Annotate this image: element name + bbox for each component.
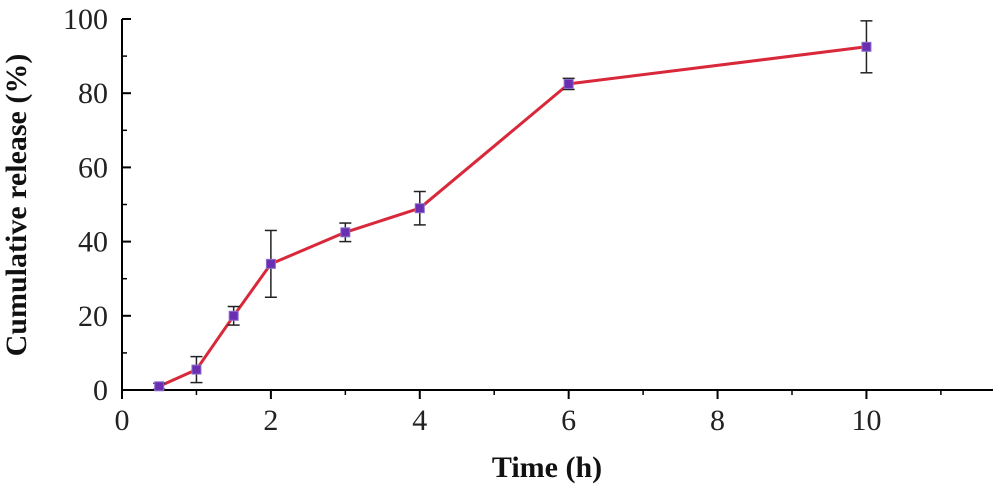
series-layer: [153, 20, 873, 392]
y-tick-label: 100: [63, 3, 108, 36]
x-tick-label: 8: [710, 404, 725, 437]
x-tick-label: 0: [115, 404, 130, 437]
y-axis-ticks: 0 20 40 60 80 100: [63, 3, 131, 407]
data-point-group: [562, 77, 575, 91]
data-point-group: [190, 355, 203, 384]
data-point-group: [227, 305, 240, 326]
data-point-group: [413, 190, 426, 226]
data-point-group: [264, 229, 277, 298]
y-tick-label: 20: [78, 300, 108, 333]
data-point-marker: [340, 227, 351, 238]
x-tick-label: 10: [851, 404, 881, 437]
y-tick-label: 0: [93, 374, 108, 407]
data-point-marker: [861, 41, 872, 52]
y-axis-title: Cumulative release (%): [0, 54, 33, 357]
y-tick-label: 80: [78, 77, 108, 110]
x-tick-label: 4: [412, 404, 427, 437]
data-point-group: [339, 222, 352, 243]
data-point-marker: [414, 203, 425, 214]
y-tick-label: 40: [78, 226, 108, 259]
x-axis-ticks: 0 2 4 6 8 10: [115, 390, 942, 437]
data-point-group: [153, 381, 166, 392]
data-point-marker: [563, 78, 574, 89]
x-axis-title: Time (h): [492, 451, 602, 484]
data-point-group: [860, 20, 873, 74]
data-point-marker: [265, 258, 276, 269]
series-line: [158, 45, 867, 388]
data-point-marker: [154, 381, 165, 392]
plot-area: 0 20 40 60 80 100 0 2 4 6 8 10: [63, 3, 993, 437]
x-tick-label: 6: [561, 404, 576, 437]
data-point-marker: [228, 310, 239, 321]
y-tick-label: 60: [78, 151, 108, 184]
x-tick-label: 2: [263, 404, 278, 437]
data-point-marker: [191, 364, 202, 375]
